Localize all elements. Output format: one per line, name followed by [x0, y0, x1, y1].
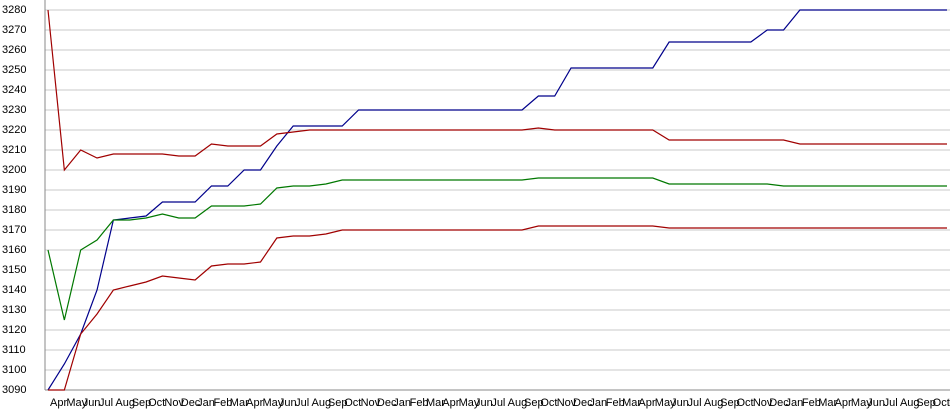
- x-tick-label: Oct: [933, 397, 950, 409]
- x-tick-label: Feb: [213, 397, 232, 409]
- x-tick-label: Sep: [524, 397, 544, 409]
- y-tick-label: 3210: [2, 144, 26, 156]
- x-tick-label: Mar: [622, 397, 641, 409]
- y-tick-label: 3120: [2, 324, 26, 336]
- x-tick-label: Nov: [164, 397, 184, 409]
- x-tick-label: Jan: [393, 397, 411, 409]
- y-tick-label: 3160: [2, 244, 26, 256]
- x-tick-label: Apr: [50, 397, 67, 409]
- x-tick-label: Jun: [83, 397, 101, 409]
- x-tick-label: Oct: [344, 397, 361, 409]
- x-tick-label: Aug: [900, 397, 920, 409]
- y-tick-label: 3200: [2, 164, 26, 176]
- x-tick-label: Jul: [884, 397, 898, 409]
- x-tick-label: Dec: [181, 397, 201, 409]
- y-tick-label: 3220: [2, 124, 26, 136]
- line-series: [47, 9, 947, 391]
- y-tick-label: 3090: [2, 384, 26, 396]
- x-tick-label: Sep: [916, 397, 936, 409]
- x-tick-label: Aug: [115, 397, 135, 409]
- x-tick-label: Oct: [540, 397, 557, 409]
- x-tick-label: Apr: [442, 397, 459, 409]
- y-tick-label: 3230: [2, 104, 26, 116]
- x-tick-label: Mar: [818, 397, 837, 409]
- x-tick-label: Oct: [148, 397, 165, 409]
- x-tick-label: Jan: [589, 397, 607, 409]
- x-tick-label: Nov: [557, 397, 577, 409]
- y-tick-label: 3180: [2, 204, 26, 216]
- x-tick-label: Jan: [786, 397, 804, 409]
- x-tick-label: May: [459, 397, 480, 409]
- x-tick-label: Oct: [737, 397, 754, 409]
- x-tick-label: May: [66, 397, 87, 409]
- x-tick-label: Feb: [410, 397, 429, 409]
- y-tick-label: 3190: [2, 184, 26, 196]
- y-tick-label: 3140: [2, 284, 26, 296]
- x-tick-label: Jul: [687, 397, 701, 409]
- y-tick-label: 3280: [2, 4, 26, 16]
- x-tick-label: Apr: [835, 397, 852, 409]
- x-tick-label: Jul: [295, 397, 309, 409]
- x-tick-label: Jan: [197, 397, 215, 409]
- y-tick-label: 3250: [2, 64, 26, 76]
- x-tick-label: May: [655, 397, 676, 409]
- x-tick-label: Jun: [671, 397, 689, 409]
- x-tick-label: Jun: [475, 397, 493, 409]
- x-tick-label: Dec: [769, 397, 789, 409]
- y-tick-label: 3260: [2, 44, 26, 56]
- x-tick-label: Jun: [279, 397, 297, 409]
- x-tick-label: Sep: [132, 397, 152, 409]
- x-tick-label: Jul: [99, 397, 113, 409]
- y-tick-label: 3110: [2, 344, 26, 356]
- y-tick-label: 3130: [2, 304, 26, 316]
- y-tick-label: 3170: [2, 224, 26, 236]
- y-tick-label: 3240: [2, 84, 26, 96]
- x-tick-label: May: [262, 397, 283, 409]
- y-tick-label: 3270: [2, 24, 26, 36]
- x-tick-label: Apr: [638, 397, 655, 409]
- x-tick-label: Sep: [328, 397, 348, 409]
- x-tick-label: Jun: [867, 397, 885, 409]
- x-tick-label: Nov: [753, 397, 773, 409]
- x-tick-label: Mar: [230, 397, 249, 409]
- x-tick-label: Sep: [720, 397, 740, 409]
- x-tick-label: Aug: [312, 397, 332, 409]
- line-series: [48, 225, 947, 391]
- x-tick-label: Dec: [377, 397, 397, 409]
- y-tick-label: 3100: [2, 364, 26, 376]
- x-tick-label: Mar: [426, 397, 445, 409]
- x-tick-label: Aug: [704, 397, 724, 409]
- x-tick-label: Dec: [573, 397, 593, 409]
- x-tick-label: Nov: [361, 397, 381, 409]
- x-tick-label: Aug: [508, 397, 528, 409]
- line-series: [47, 9, 947, 172]
- y-tick-label: 3150: [2, 264, 26, 276]
- line-series: [47, 177, 947, 321]
- x-tick-label: Feb: [606, 397, 625, 409]
- x-tick-label: Feb: [802, 397, 821, 409]
- x-tick-label: Apr: [246, 397, 263, 409]
- x-tick-label: May: [851, 397, 872, 409]
- x-tick-label: Jul: [491, 397, 505, 409]
